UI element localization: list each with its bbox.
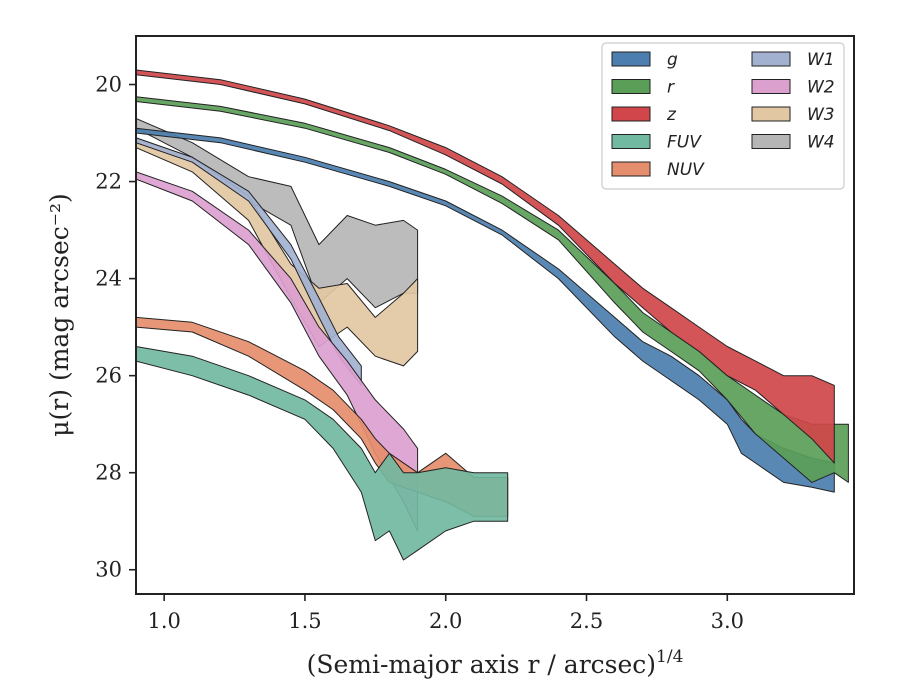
y-tick-label: 22	[95, 170, 122, 194]
plot-frame	[135, 35, 855, 595]
legend-swatch-w4	[751, 134, 791, 149]
legend: grz FUV NUV W1 W2 W3 W4	[601, 42, 845, 190]
legend-swatch-w1	[751, 51, 791, 67]
x-axis-ticks: 1.0 1.5 2.0 2.5 3.0	[147, 594, 744, 633]
y-tick-label: 26	[95, 364, 122, 388]
legend-swatch-fuv	[611, 134, 651, 149]
series-band-z	[136, 69, 835, 464]
y-tick-label: 30	[95, 558, 122, 582]
legend-label-w4: W4	[807, 133, 835, 153]
legend-label-fuv: FUV	[667, 133, 702, 153]
x-axis-label-exponent: 1/4	[656, 647, 683, 667]
x-tick-label: 3.0	[711, 609, 744, 633]
legend-label-w3: W3	[807, 105, 835, 125]
legend-label-nuv: NUV	[667, 160, 705, 180]
y-tick-label: 28	[95, 461, 122, 485]
y-axis-ticks: 20 22 24 26 28 30	[95, 73, 136, 582]
series-band-w3	[136, 137, 419, 367]
legend-swatch-w3	[751, 106, 791, 122]
y-tick-label: 24	[95, 267, 122, 291]
series-layer	[136, 69, 849, 561]
x-axis-label: (Semi-major axis r / arcsec)1/4	[307, 647, 684, 679]
legend-label-g: g	[667, 50, 678, 70]
y-axis-label: μ(r) (mag arcsec⁻²)	[45, 193, 74, 436]
legend-entries: grz FUV NUV W1 W2 W3 W4	[611, 50, 835, 180]
x-tick-label: 1.0	[147, 609, 180, 633]
legend-swatch-g	[611, 51, 651, 67]
legend-swatch-w2	[751, 79, 791, 94]
legend-swatch-z	[611, 106, 651, 122]
x-tick-label: 2.0	[429, 609, 462, 633]
legend-label-w2: W2	[807, 78, 835, 98]
legend-swatch-r	[611, 79, 651, 94]
series-band-fuv	[136, 346, 509, 561]
legend-label-r: r	[667, 78, 675, 98]
series-band-r	[136, 96, 849, 483]
legend-label-w1: W1	[807, 50, 835, 70]
legend-swatch-nuv	[611, 161, 651, 177]
x-tick-label: 1.5	[288, 609, 321, 633]
x-tick-label: 2.5	[570, 609, 603, 633]
series-band-g	[136, 127, 835, 493]
y-tick-label: 20	[95, 73, 122, 97]
legend-label-z: z	[666, 105, 677, 125]
